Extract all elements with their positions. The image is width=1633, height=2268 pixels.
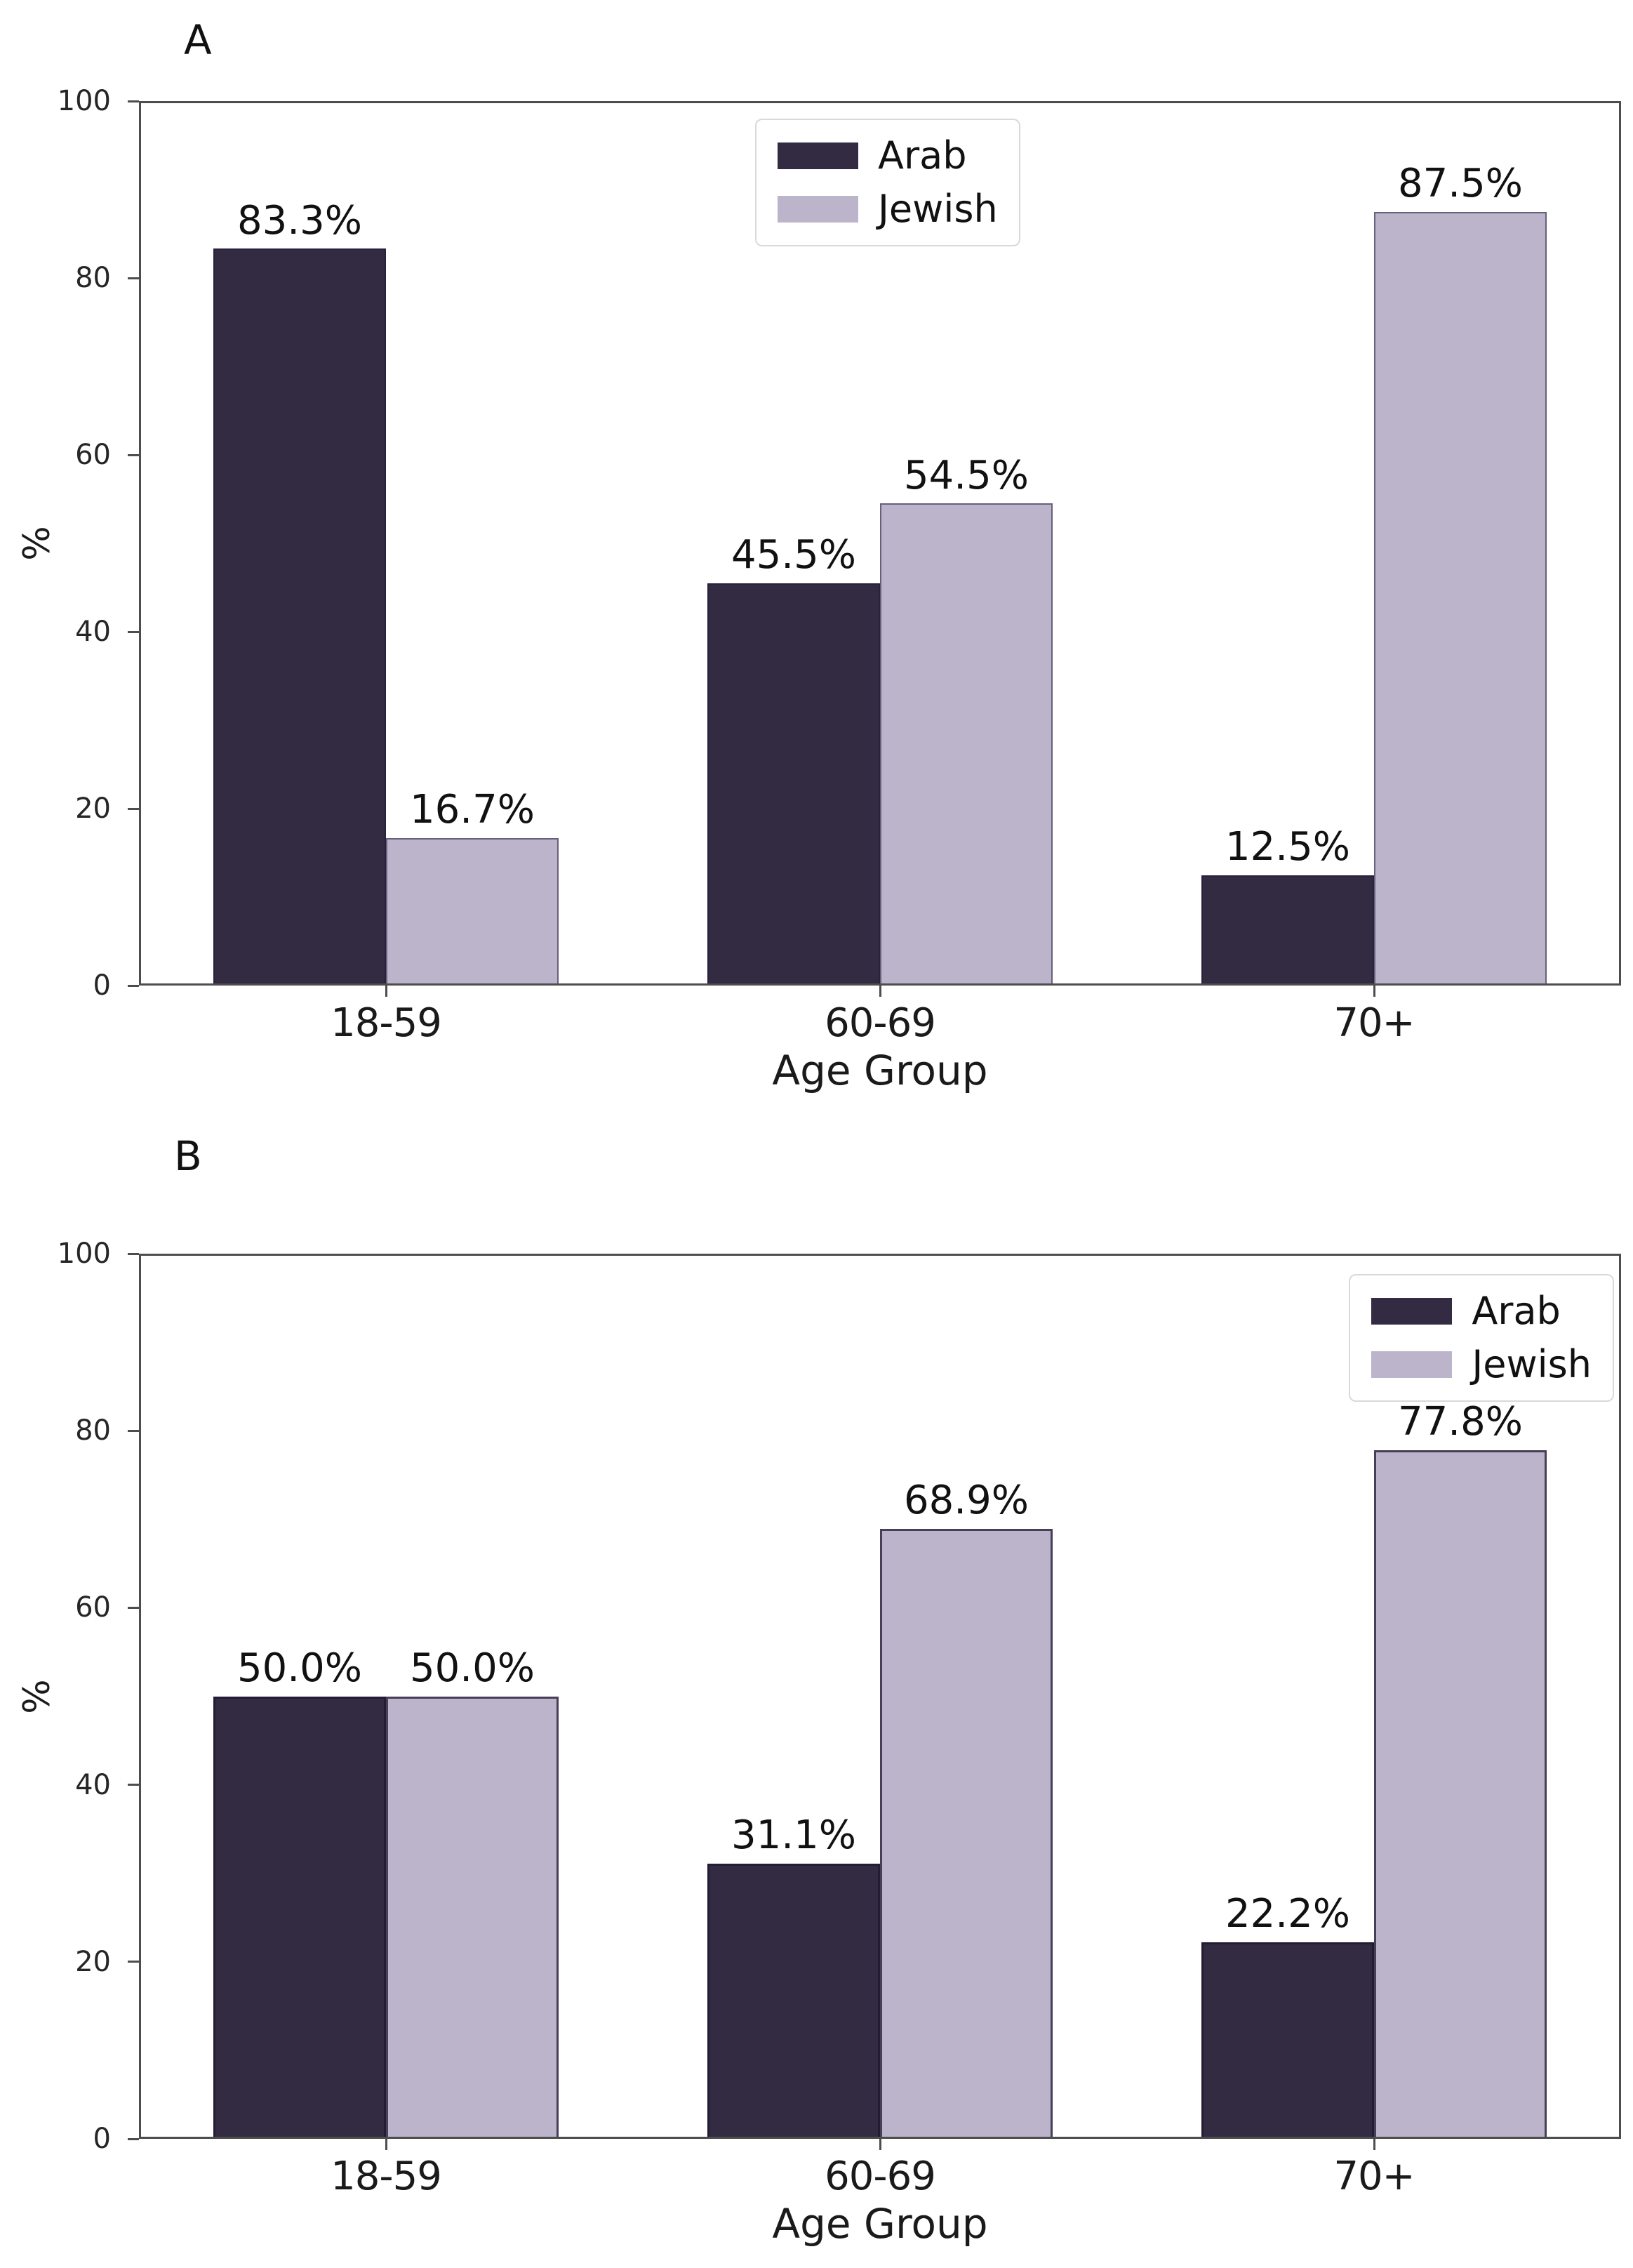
- bar-value-label: 50.0%: [410, 1645, 535, 1691]
- panel-title-letter: B: [174, 1132, 202, 1180]
- y-tick-label: 20: [75, 1945, 111, 1978]
- x-tick-mark: [879, 2139, 881, 2150]
- y-tick-label: 40: [75, 1768, 111, 1801]
- y-tick-label: 40: [75, 616, 111, 648]
- x-tick-label-60-69: 60-69: [825, 1000, 936, 1046]
- bar-arab-18-59: [213, 1696, 386, 2139]
- y-tick-mark: [128, 1429, 139, 1432]
- y-tick-mark: [128, 630, 139, 633]
- y-axis-label: %: [16, 1678, 58, 1714]
- bar-value-label: 50.0%: [237, 1645, 362, 1691]
- plot-area: 83.3% 16.7% 45.5% 54.5% 12.5% 87.5% 0 20 40 60 80 1…: [58, 87, 1621, 1043]
- bar-value-label: 12.5%: [1225, 823, 1350, 870]
- y-tick-mark: [128, 277, 139, 279]
- panel-title-letter: A: [184, 16, 212, 64]
- x-axis-label: Age Group: [772, 2200, 988, 2248]
- x-tick-label-18-59: 18-59: [331, 2154, 442, 2199]
- bar-value-label: 83.3%: [237, 197, 362, 244]
- bar-arab-70+: [1201, 1942, 1374, 2139]
- legend-swatch-jewish-icon: [778, 196, 858, 223]
- legend: Arab Jewish: [755, 119, 1020, 246]
- x-tick-label-70+: 70+: [1333, 1000, 1415, 1046]
- legend-item-jewish: Jewish: [1371, 1346, 1592, 1384]
- bars-layer: 50.0% 50.0% 31.1% 68.9% 22.2% 77.8%: [139, 1254, 1621, 2139]
- bar-value-label: 22.2%: [1225, 1891, 1350, 1937]
- y-tick-label: 60: [75, 439, 111, 471]
- y-tick-label: 60: [75, 1591, 111, 1624]
- y-axis-label: %: [16, 526, 58, 561]
- legend-swatch-arab-icon: [1371, 1298, 1453, 1325]
- y-tick-mark: [128, 807, 139, 810]
- legend-item-label: Jewish: [1472, 1342, 1592, 1386]
- y-tick-mark: [128, 1961, 139, 1963]
- y-tick-label: 0: [93, 2123, 111, 2155]
- x-tick-label-70+: 70+: [1333, 2154, 1415, 2199]
- bar-arab-70+: [1201, 875, 1374, 986]
- x-axis-label: Age Group: [772, 1047, 988, 1094]
- y-tick-label: 20: [75, 793, 111, 825]
- y-tick-label: 0: [93, 969, 111, 1002]
- legend: Arab Jewish: [1349, 1274, 1614, 1402]
- x-tick-mark: [385, 986, 387, 997]
- legend-swatch-jewish-icon: [1371, 1351, 1453, 1378]
- bar-jewish-60-69: [880, 503, 1053, 986]
- y-tick-mark: [128, 1252, 139, 1255]
- legend-item-jewish: Jewish: [778, 190, 998, 228]
- y-tick-mark: [128, 100, 139, 102]
- bar-value-label: 16.7%: [410, 786, 535, 833]
- bar-arab-60-69: [707, 1863, 880, 2139]
- bar-jewish-18-59: [386, 1696, 559, 2139]
- bar-jewish-70+: [1374, 211, 1547, 986]
- bar-value-label: 54.5%: [904, 452, 1029, 498]
- y-tick-label: 80: [75, 1414, 111, 1447]
- plot-area: 50.0% 50.0% 31.1% 68.9% 22.2% 77.8% 0 20 40 60 80 1…: [58, 1240, 1621, 2196]
- bar-value-label: 87.5%: [1398, 160, 1523, 206]
- x-tick-label-18-59: 18-59: [331, 1000, 442, 1046]
- y-tick-mark: [128, 453, 139, 456]
- y-tick-mark: [128, 984, 139, 987]
- x-tick-mark: [879, 986, 881, 997]
- bar-value-label: 31.1%: [731, 1812, 856, 1859]
- bar-jewish-70+: [1374, 1450, 1547, 2139]
- bar-arab-60-69: [707, 583, 880, 986]
- bar-value-label: 68.9%: [904, 1478, 1029, 1524]
- y-tick-mark: [128, 1784, 139, 1786]
- y-tick-label: 100: [57, 85, 111, 117]
- legend-item-arab: Arab: [1371, 1292, 1592, 1330]
- panel-a: A 83.3% 16.7% 45.5% 54.5% 12.5% 87.5% 0 20 40 60 80…: [0, 0, 1633, 1095]
- y-tick-mark: [128, 1606, 139, 1609]
- legend-item-label: Arab: [1472, 1289, 1561, 1333]
- legend-item-label: Arab: [878, 133, 967, 178]
- legend-swatch-arab-icon: [778, 142, 858, 169]
- bar-arab-18-59: [213, 248, 386, 986]
- bar-jewish-60-69: [880, 1529, 1053, 2139]
- x-tick-mark: [1373, 2139, 1375, 2150]
- x-tick-mark: [1373, 986, 1375, 997]
- bars-layer: 83.3% 16.7% 45.5% 54.5% 12.5% 87.5%: [139, 101, 1621, 986]
- panel-b: B 50.0% 50.0% 31.1% 68.9% 22.2% 77.8% 0 20 40 60 80…: [0, 1095, 1633, 2268]
- y-tick-mark: [128, 2137, 139, 2140]
- x-tick-mark: [385, 2139, 387, 2150]
- legend-item-arab: Arab: [778, 137, 998, 175]
- bar-jewish-18-59: [386, 837, 559, 986]
- bar-value-label: 45.5%: [731, 531, 856, 578]
- bar-value-label: 77.8%: [1398, 1399, 1523, 1445]
- y-tick-label: 80: [75, 262, 111, 294]
- x-tick-label-60-69: 60-69: [825, 2154, 936, 2199]
- legend-item-label: Jewish: [878, 187, 998, 231]
- y-tick-label: 100: [57, 1238, 111, 1270]
